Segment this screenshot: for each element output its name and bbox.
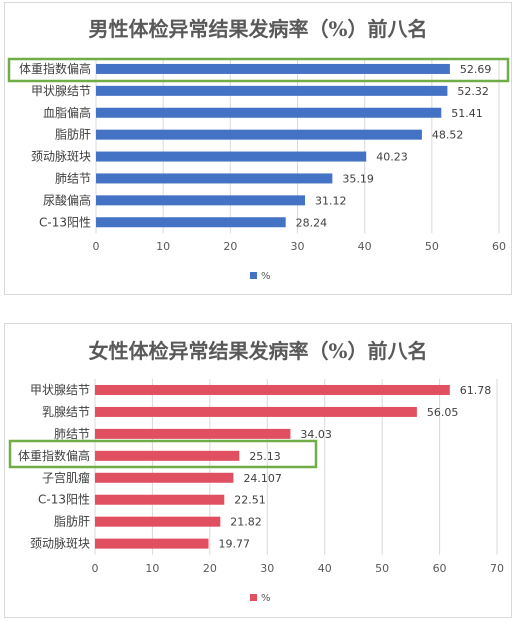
category-label: 脂肪肝: [54, 514, 90, 529]
bar: [95, 494, 225, 505]
value-label: 28.24: [296, 216, 328, 229]
bar: [95, 406, 417, 417]
category-label: 血脂偏高: [43, 105, 91, 120]
legend-swatch: [250, 272, 257, 279]
bar: [96, 151, 367, 162]
bar: [95, 428, 291, 439]
bar: [95, 450, 240, 461]
bar: [95, 384, 450, 395]
x-tick-label: 20: [203, 562, 217, 575]
female-bar-chart: 女性体检异常结果发病率（%）前八名 0 10 20 30 40 50 60 70 甲状腺结节 61…: [8, 339, 504, 604]
category-label: 体重指数偏高: [18, 448, 90, 463]
x-tick-label: 0: [92, 562, 99, 575]
category-label: 脂肪肝: [55, 127, 91, 142]
x-tick-label: 60: [433, 562, 447, 575]
value-label: 24.107: [243, 472, 282, 485]
female-chart-panel: 女性体检异常结果发病率（%）前八名 0 10 20 30 40 50 60 70 甲状腺结节 61…: [4, 323, 512, 618]
bar: [96, 217, 286, 228]
category-label: 肺结节: [54, 427, 90, 441]
x-tick-label: 10: [156, 240, 170, 253]
category-label: 甲状腺结节: [31, 84, 91, 98]
x-tick-label: 30: [291, 240, 305, 253]
category-label: C-13阳性: [38, 493, 90, 507]
legend-label: %: [261, 271, 271, 282]
category-label: 肺结节: [55, 171, 91, 185]
category-label: 颈动脉斑块: [30, 536, 90, 551]
value-label: 52.69: [460, 63, 492, 76]
value-label: 35.19: [342, 172, 374, 185]
bar: [95, 472, 234, 483]
value-label: 21.82: [230, 516, 262, 529]
x-tick-label: 60: [492, 240, 506, 253]
x-tick-label: 30: [260, 562, 274, 575]
male-chart-panel: 男性体检异常结果发病率（%）前八名 0 10 20 30 40 50 60 体重指数偏高 52.…: [4, 2, 512, 295]
legend-label: %: [261, 593, 271, 604]
x-tick-label: 70: [490, 562, 504, 575]
legend-swatch: [250, 594, 257, 601]
category-label: 子宫肌瘤: [42, 470, 90, 485]
value-label: 31.12: [315, 194, 347, 207]
value-label: 48.52: [432, 129, 464, 142]
x-tick-label: 0: [93, 240, 100, 253]
x-tick-label: 40: [358, 240, 372, 253]
value-label: 56.05: [427, 406, 459, 419]
category-label: C-13阳性: [39, 215, 91, 229]
category-label: 体重指数偏高: [19, 61, 91, 76]
category-label: 甲状腺结节: [30, 383, 90, 397]
value-label: 61.78: [460, 384, 492, 397]
male-bar-chart: 男性体检异常结果发病率（%）前八名 0 10 20 30 40 50 60 体重指数偏高 52.…: [7, 17, 510, 282]
x-tick-label: 50: [425, 240, 439, 253]
x-tick-label: 40: [318, 562, 332, 575]
value-label: 40.23: [376, 151, 408, 164]
category-label: 尿酸偏高: [43, 192, 91, 207]
value-label: 52.32: [457, 85, 489, 98]
value-label: 51.41: [451, 107, 483, 120]
chart-title: 女性体检异常结果发病率（%）前八名: [88, 339, 427, 363]
x-tick-label: 50: [375, 562, 389, 575]
bar: [96, 195, 306, 206]
x-tick-label: 10: [145, 562, 159, 575]
bar: [96, 85, 448, 96]
chart-title: 男性体检异常结果发病率（%）前八名: [88, 17, 427, 41]
highlight-box: [7, 57, 510, 83]
highlight-box: [8, 439, 318, 469]
bar: [96, 63, 450, 74]
bar: [95, 516, 221, 527]
category-label: 乳腺结节: [42, 405, 90, 419]
bar: [96, 173, 333, 184]
x-tick-label: 20: [223, 240, 237, 253]
bar: [96, 107, 442, 118]
category-label: 颈动脉斑块: [31, 149, 91, 164]
bar: [96, 129, 422, 140]
value-label: 25.13: [249, 450, 281, 463]
bar: [95, 538, 209, 549]
value-label: 19.77: [219, 538, 251, 551]
value-label: 22.51: [234, 494, 266, 507]
value-label: 34.03: [300, 428, 332, 441]
